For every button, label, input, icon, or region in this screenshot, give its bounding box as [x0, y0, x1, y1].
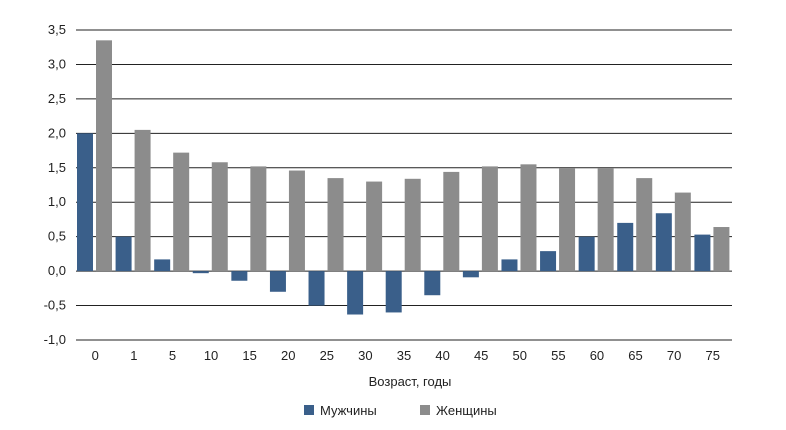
x-tick-label: 40 — [435, 348, 449, 363]
x-tick-label: 70 — [667, 348, 681, 363]
x-axis-tick-labels: 0 1 5 10 15 20 25 30 35 40 45 50 55 60 65 70 75 — [92, 348, 720, 363]
bar-men-50 — [501, 259, 518, 272]
y-tick-label: 0,5 — [48, 229, 66, 244]
bar-women-65 — [636, 178, 653, 272]
y-tick-label: 2,0 — [48, 125, 66, 140]
y-tick-label: 3,0 — [48, 56, 66, 71]
bar-men-40 — [424, 271, 441, 296]
bar-women-0 — [96, 40, 112, 272]
bar-men-60 — [578, 236, 595, 272]
x-tick-label: 75 — [705, 348, 719, 363]
x-tick-label: 30 — [358, 348, 372, 363]
bar-women-30 — [366, 181, 383, 272]
bar-women-45 — [481, 166, 498, 272]
legend-swatch-men — [304, 405, 314, 415]
bar-women-15 — [250, 166, 267, 272]
bar-women-25 — [327, 178, 344, 272]
bar-women-40 — [443, 171, 460, 272]
bar-women-1 — [134, 129, 151, 272]
bar-men-35 — [385, 271, 402, 313]
bars — [77, 40, 730, 315]
x-tick-label: 10 — [204, 348, 218, 363]
bar-men-20 — [269, 271, 286, 292]
x-tick-label: 45 — [474, 348, 488, 363]
y-tick-label: 2,5 — [48, 91, 66, 106]
x-tick-label: 1 — [130, 348, 137, 363]
bar-women-55 — [559, 168, 576, 272]
bar-men-70 — [655, 213, 672, 272]
x-tick-label: 55 — [551, 348, 565, 363]
bar-women-20 — [288, 170, 305, 272]
bar-men-0 — [77, 133, 93, 272]
legend-label-women: Женщины — [436, 403, 497, 418]
x-tick-label: 60 — [590, 348, 604, 363]
bar-men-10 — [192, 271, 209, 274]
bar-men-25 — [308, 271, 325, 306]
bar-women-70 — [674, 192, 691, 272]
bar-men-55 — [540, 251, 557, 272]
x-tick-label: 20 — [281, 348, 295, 363]
bar-women-10 — [211, 162, 228, 272]
bar-men-1 — [115, 236, 132, 272]
y-tick-label: -0,5 — [44, 298, 66, 313]
bar-women-35 — [404, 178, 421, 272]
bar-women-5 — [173, 152, 190, 272]
legend-label-men: Мужчины — [320, 403, 377, 418]
x-tick-label: 65 — [628, 348, 642, 363]
bar-women-75 — [713, 227, 730, 272]
y-tick-label: 3,5 — [48, 22, 66, 37]
y-tick-label: 0,0 — [48, 263, 66, 278]
x-tick-label: 0 — [92, 348, 99, 363]
bar-women-60 — [597, 168, 614, 272]
y-tick-label: 1,5 — [48, 160, 66, 175]
x-tick-label: 50 — [513, 348, 527, 363]
x-tick-label: 15 — [242, 348, 256, 363]
bar-men-45 — [462, 271, 479, 278]
y-tick-label: 1,0 — [48, 194, 66, 209]
legend: Мужчины Женщины — [304, 403, 497, 418]
x-axis-title: Возраст, годы — [369, 374, 452, 389]
bar-men-65 — [617, 222, 634, 272]
bar-men-15 — [231, 271, 248, 281]
bar-men-5 — [154, 259, 171, 272]
x-tick-label: 25 — [320, 348, 334, 363]
x-tick-label: 35 — [397, 348, 411, 363]
y-tick-label: -1,0 — [44, 332, 66, 347]
x-tick-label: 5 — [169, 348, 176, 363]
bar-men-30 — [347, 271, 364, 315]
bar-men-75 — [694, 234, 711, 272]
legend-swatch-women — [420, 405, 430, 415]
y-axis-tick-labels: -1,0 -0,5 0,0 0,5 1,0 1,5 2,0 2,5 3,0 3,5 — [44, 22, 66, 347]
bar-women-50 — [520, 164, 537, 272]
